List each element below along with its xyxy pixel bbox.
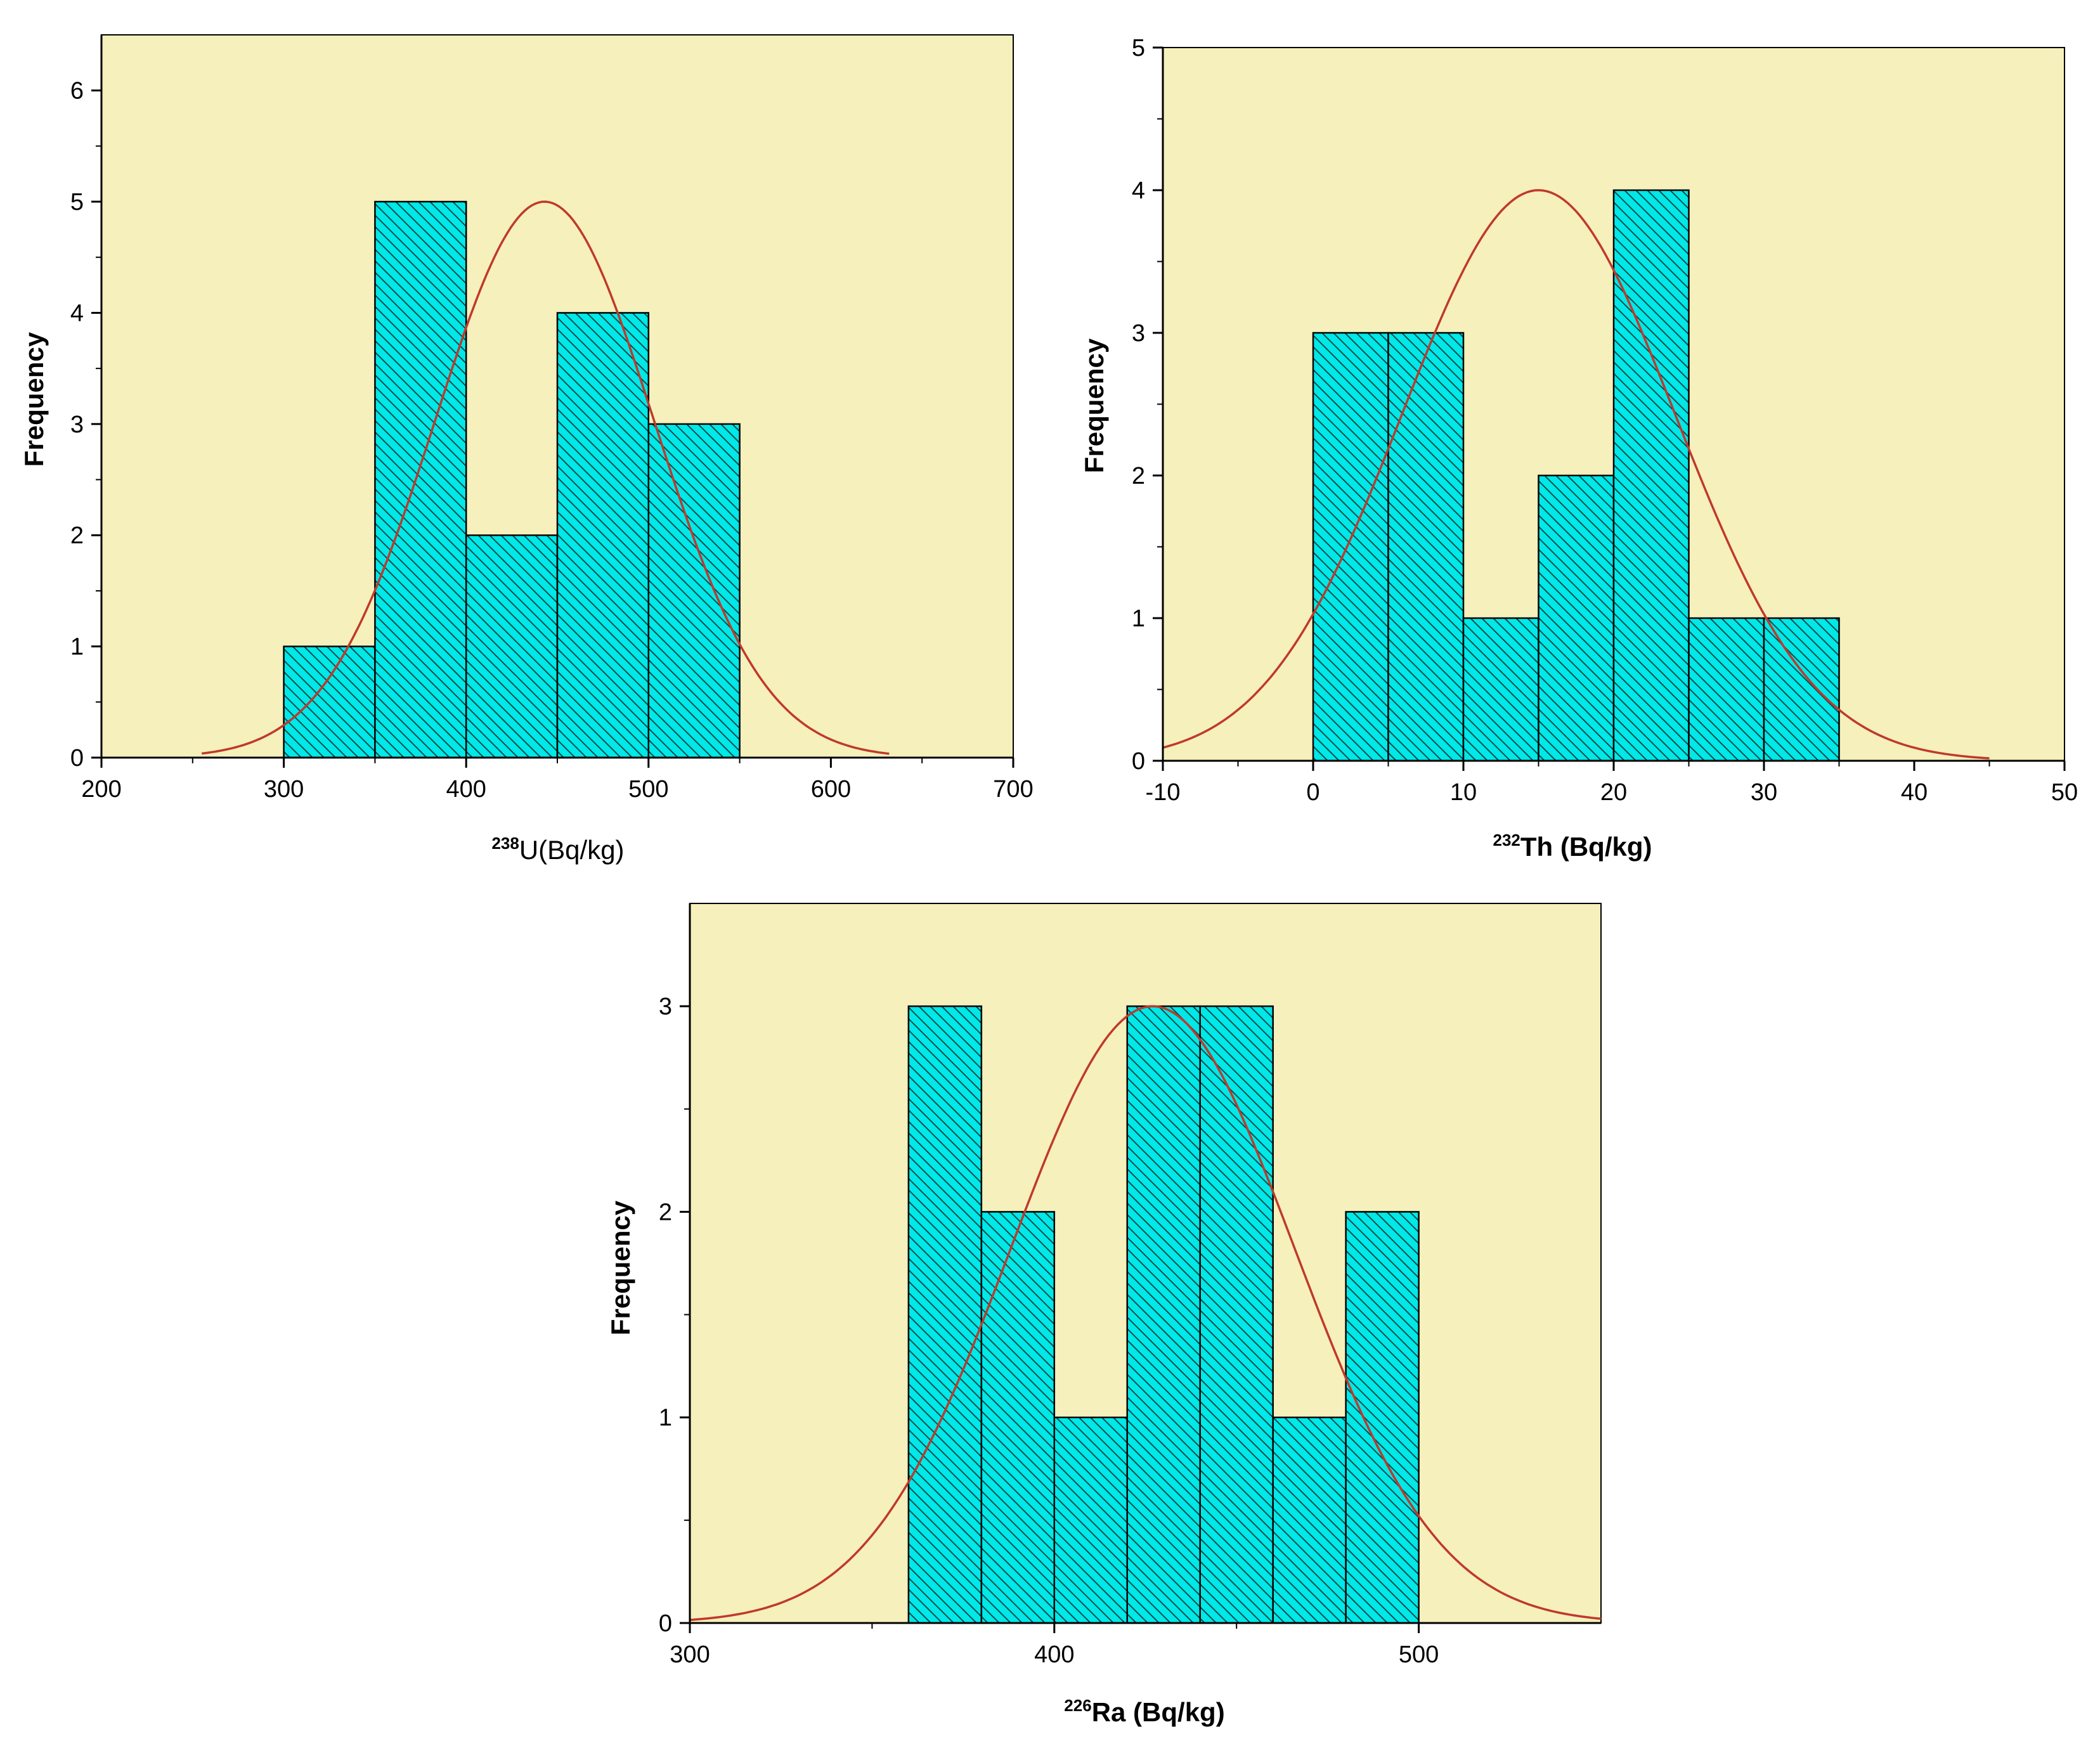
y-tick-label: 6 — [70, 78, 84, 105]
histogram-bar — [647, 423, 741, 759]
y-tick-label: 5 — [1132, 35, 1145, 61]
x-axis-title-text: Th (Bq/kg) — [1520, 832, 1652, 862]
histogram-bar — [1612, 189, 1690, 762]
histogram-bar — [1387, 332, 1465, 762]
y-tick-label: 3 — [1132, 320, 1145, 347]
isotope-mass-number: 238 — [491, 834, 519, 853]
y-axis-title: Frequency — [606, 1200, 635, 1335]
x-tick-label: 500 — [1399, 1641, 1439, 1668]
isotope-mass-number: 232 — [1493, 831, 1520, 850]
y-tick-label: 1 — [659, 1405, 672, 1432]
y-tick-label: 1 — [1132, 605, 1145, 632]
x-axis-title-text: Ra (Bq/kg) — [1092, 1697, 1225, 1727]
histogram-bar — [1053, 1416, 1129, 1624]
y-tick-label: 1 — [70, 634, 84, 661]
x-axis-title-text: U(Bq/kg) — [519, 835, 625, 865]
y-tick-label: 3 — [659, 993, 672, 1020]
x-tick-label: 20 — [1600, 779, 1627, 806]
histogram-bar — [283, 645, 376, 759]
histogram-bar — [1126, 1005, 1201, 1624]
histogram-bar — [374, 200, 467, 759]
y-tick-label: 3 — [70, 411, 84, 438]
y-tick-label: 0 — [70, 745, 84, 772]
y-tick-label: 0 — [1132, 748, 1145, 775]
y-tick-label: 0 — [659, 1610, 672, 1637]
x-tick-label: 600 — [811, 776, 851, 803]
histogram-bar — [1763, 617, 1840, 762]
x-axis-title: 238U(Bq/kg) — [491, 834, 624, 865]
x-tick-label: -10 — [1146, 779, 1181, 806]
histogram-bar — [1345, 1211, 1420, 1624]
x-axis-title: 226Ra (Bq/kg) — [1064, 1696, 1224, 1727]
x-tick-label: 400 — [1034, 1641, 1074, 1668]
histogram-u238: 200 300 400 500 600 700 0 1 2 3 4 5 6 Frequency 238U(B… — [19, 34, 1034, 865]
y-tick-label: 5 — [70, 189, 84, 216]
histogram-bar — [1688, 617, 1765, 762]
histogram-bar — [1462, 617, 1539, 762]
x-tick-label: 700 — [993, 776, 1033, 803]
x-tick-label: 30 — [1751, 779, 1777, 806]
y-tick-label: 4 — [1132, 178, 1145, 204]
normal-fit-curve — [202, 200, 890, 755]
histogram-bar — [1538, 474, 1615, 762]
x-tick-label: 50 — [2051, 779, 2078, 806]
y-tick-label: 2 — [70, 522, 84, 549]
normal-fit-curve — [689, 1005, 1602, 1621]
normal-fit-curve — [1162, 189, 1990, 760]
isotope-mass-number: 226 — [1064, 1696, 1091, 1715]
x-tick-label: 40 — [1901, 779, 1928, 806]
y-tick-label: 4 — [70, 300, 84, 327]
x-tick-label: 500 — [628, 776, 668, 803]
y-tick-label: 2 — [659, 1199, 672, 1225]
histogram-bar — [1272, 1416, 1347, 1624]
x-axis-title: 232Th (Bq/kg) — [1493, 831, 1652, 862]
histogram-bar — [1199, 1005, 1274, 1624]
x-tick-label: 0 — [1306, 779, 1319, 806]
histogram-bar — [1312, 332, 1389, 762]
histogram-bar — [907, 1005, 983, 1624]
y-axis-title: Frequency — [19, 332, 49, 467]
x-tick-label: 200 — [81, 776, 121, 803]
y-axis-title: Frequency — [1079, 338, 1109, 473]
histogram-bar — [980, 1211, 1056, 1624]
histogram-bar — [556, 312, 650, 759]
x-tick-label: 300 — [670, 1641, 710, 1668]
histogram-bar — [465, 534, 559, 759]
y-tick-label: 2 — [1132, 463, 1145, 489]
x-tick-label: 300 — [264, 776, 304, 803]
x-tick-label: 400 — [446, 776, 486, 803]
histogram-ra226: 300 400 500 0 1 2 3 Frequency 226Ra (Bq/kg) — [606, 903, 1602, 1727]
x-tick-label: 10 — [1450, 779, 1477, 806]
